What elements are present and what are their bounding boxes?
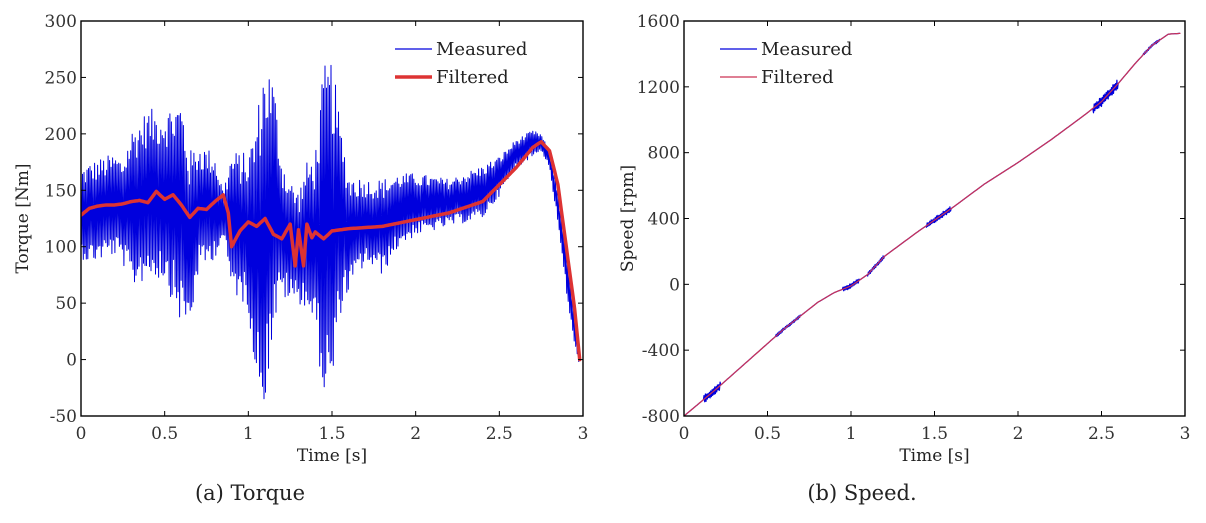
x-tick-label: 3: [578, 424, 589, 444]
y-tick-label: -400: [642, 341, 680, 361]
x-tick-label: 3: [1180, 424, 1191, 444]
torque-y-axis-label: Torque [Nm]: [13, 164, 33, 274]
torque-legend-filtered-label: Filtered: [436, 67, 509, 88]
x-tick-label: 2.5: [486, 424, 513, 444]
x-tick-label: 2.5: [1088, 424, 1115, 444]
y-tick-label: 800: [648, 144, 680, 164]
speed-chart: 0 0.5 1 1.5 2 2.5 3 -800 -400 0 400 800 1200 1600 Tim…: [618, 12, 1190, 505]
y-tick-label: 50: [55, 294, 77, 314]
x-tick-label: 0.5: [754, 424, 781, 444]
torque-caption: (a) Torque: [195, 481, 305, 505]
y-tick-label: 400: [648, 210, 680, 230]
speed-legend-filtered-label: Filtered: [761, 67, 834, 88]
y-tick-label: 200: [45, 125, 77, 145]
torque-series-filtered: [81, 140, 582, 362]
x-tick-label: 0: [76, 424, 87, 444]
x-tick-label: 2: [410, 424, 421, 444]
speed-x-axis-label: Time [s]: [899, 446, 969, 466]
y-tick-label: 250: [45, 68, 77, 88]
x-tick-label: 0.5: [151, 424, 178, 444]
torque-legend-measured-label: Measured: [436, 39, 527, 60]
y-tick-label: 300: [45, 12, 77, 32]
y-tick-label: 1200: [637, 78, 680, 98]
torque-series-group: [81, 64, 582, 400]
x-tick-label: 1: [243, 424, 254, 444]
speed-legend: Measured Filtered: [720, 39, 852, 88]
y-tick-label: 150: [45, 181, 77, 201]
torque-plot-area: [81, 64, 582, 400]
y-tick-label: 100: [45, 238, 77, 258]
speed-plot-area: [684, 32, 1181, 416]
speed-ticks: 0 0.5 1 1.5 2 2.5 3 -800 -400 0 400 800 1200 1600: [637, 12, 1191, 444]
x-tick-label: 1: [846, 424, 857, 444]
torque-series-measured: [81, 64, 580, 400]
x-tick-label: 1.5: [921, 424, 948, 444]
y-tick-label: 0: [669, 275, 680, 295]
y-tick-label: -800: [642, 407, 680, 427]
y-tick-label: 0: [66, 351, 77, 371]
x-tick-label: 2: [1013, 424, 1024, 444]
x-tick-label: 1.5: [318, 424, 345, 444]
speed-caption: (b) Speed.: [807, 481, 916, 505]
speed-series-measured: [684, 32, 1181, 416]
speed-legend-measured-label: Measured: [761, 39, 852, 60]
speed-y-axis-label: Speed [rpm]: [618, 165, 638, 272]
y-tick-label: -50: [50, 407, 77, 427]
torque-legend: Measured Filtered: [395, 39, 527, 88]
speed-series-filtered: [684, 32, 1181, 416]
y-tick-label: 1600: [637, 12, 680, 32]
speed-series-group: [684, 32, 1181, 416]
x-tick-label: 0: [679, 424, 690, 444]
torque-x-axis-label: Time [s]: [297, 446, 367, 466]
